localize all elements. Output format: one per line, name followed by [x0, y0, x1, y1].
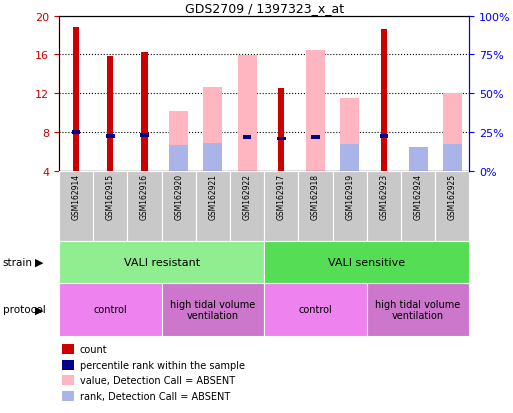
Text: ▶: ▶ [35, 257, 44, 267]
Bar [169, 112, 188, 171]
Bar [264, 171, 299, 242]
Bar [106, 135, 114, 138]
Text: GSM162918: GSM162918 [311, 173, 320, 219]
Bar [409, 147, 427, 171]
Bar [264, 283, 367, 337]
Text: strain: strain [3, 257, 32, 267]
Bar [162, 283, 264, 337]
Bar [59, 283, 162, 337]
Bar [93, 171, 127, 242]
Text: ▶: ▶ [35, 305, 44, 315]
Title: GDS2709 / 1397323_x_at: GDS2709 / 1397323_x_at [185, 2, 344, 15]
Bar [435, 171, 469, 242]
Bar [443, 94, 462, 171]
Text: GSM162920: GSM162920 [174, 173, 183, 220]
Bar [340, 99, 359, 171]
Text: GSM162921: GSM162921 [208, 173, 218, 219]
Bar [367, 283, 469, 337]
Bar [306, 50, 325, 171]
Text: protocol: protocol [3, 305, 45, 315]
Bar [264, 242, 469, 283]
Bar [204, 88, 222, 171]
Bar [332, 171, 367, 242]
Text: value, Detection Call = ABSENT: value, Detection Call = ABSENT [80, 375, 234, 385]
Bar [72, 131, 81, 134]
Bar [311, 136, 320, 139]
Bar [443, 144, 462, 171]
Bar [204, 143, 222, 171]
Bar [243, 136, 251, 139]
Bar [238, 56, 256, 171]
Bar [140, 134, 149, 137]
Bar [162, 171, 196, 242]
Bar [73, 28, 79, 171]
Bar [142, 53, 148, 171]
Text: GSM162924: GSM162924 [413, 173, 423, 220]
Text: GSM162917: GSM162917 [277, 173, 286, 220]
Text: GSM162923: GSM162923 [380, 173, 388, 220]
Bar [381, 30, 387, 171]
Bar [59, 171, 93, 242]
Bar [169, 145, 188, 171]
Text: GSM162914: GSM162914 [72, 173, 81, 220]
Text: GSM162919: GSM162919 [345, 173, 354, 220]
Text: count: count [80, 344, 107, 354]
Bar [401, 171, 435, 242]
Bar [299, 171, 332, 242]
Text: VALI sensitive: VALI sensitive [328, 257, 405, 267]
Bar [230, 171, 264, 242]
Text: rank, Detection Call = ABSENT: rank, Detection Call = ABSENT [80, 391, 230, 401]
Text: high tidal volume
ventilation: high tidal volume ventilation [376, 299, 461, 320]
Bar [107, 57, 113, 171]
Bar [380, 135, 388, 138]
Text: GSM162916: GSM162916 [140, 173, 149, 220]
Text: GSM162922: GSM162922 [243, 173, 251, 219]
Bar [340, 144, 359, 171]
Text: control: control [299, 305, 332, 315]
Bar [196, 171, 230, 242]
Text: VALI resistant: VALI resistant [124, 257, 200, 267]
Bar [127, 171, 162, 242]
Text: control: control [93, 305, 127, 315]
Bar [277, 138, 286, 141]
Text: high tidal volume
ventilation: high tidal volume ventilation [170, 299, 255, 320]
Text: GSM162925: GSM162925 [448, 173, 457, 220]
Text: GSM162915: GSM162915 [106, 173, 115, 220]
Bar [278, 89, 284, 171]
Bar [367, 171, 401, 242]
Text: percentile rank within the sample: percentile rank within the sample [80, 360, 245, 370]
Bar [59, 242, 264, 283]
